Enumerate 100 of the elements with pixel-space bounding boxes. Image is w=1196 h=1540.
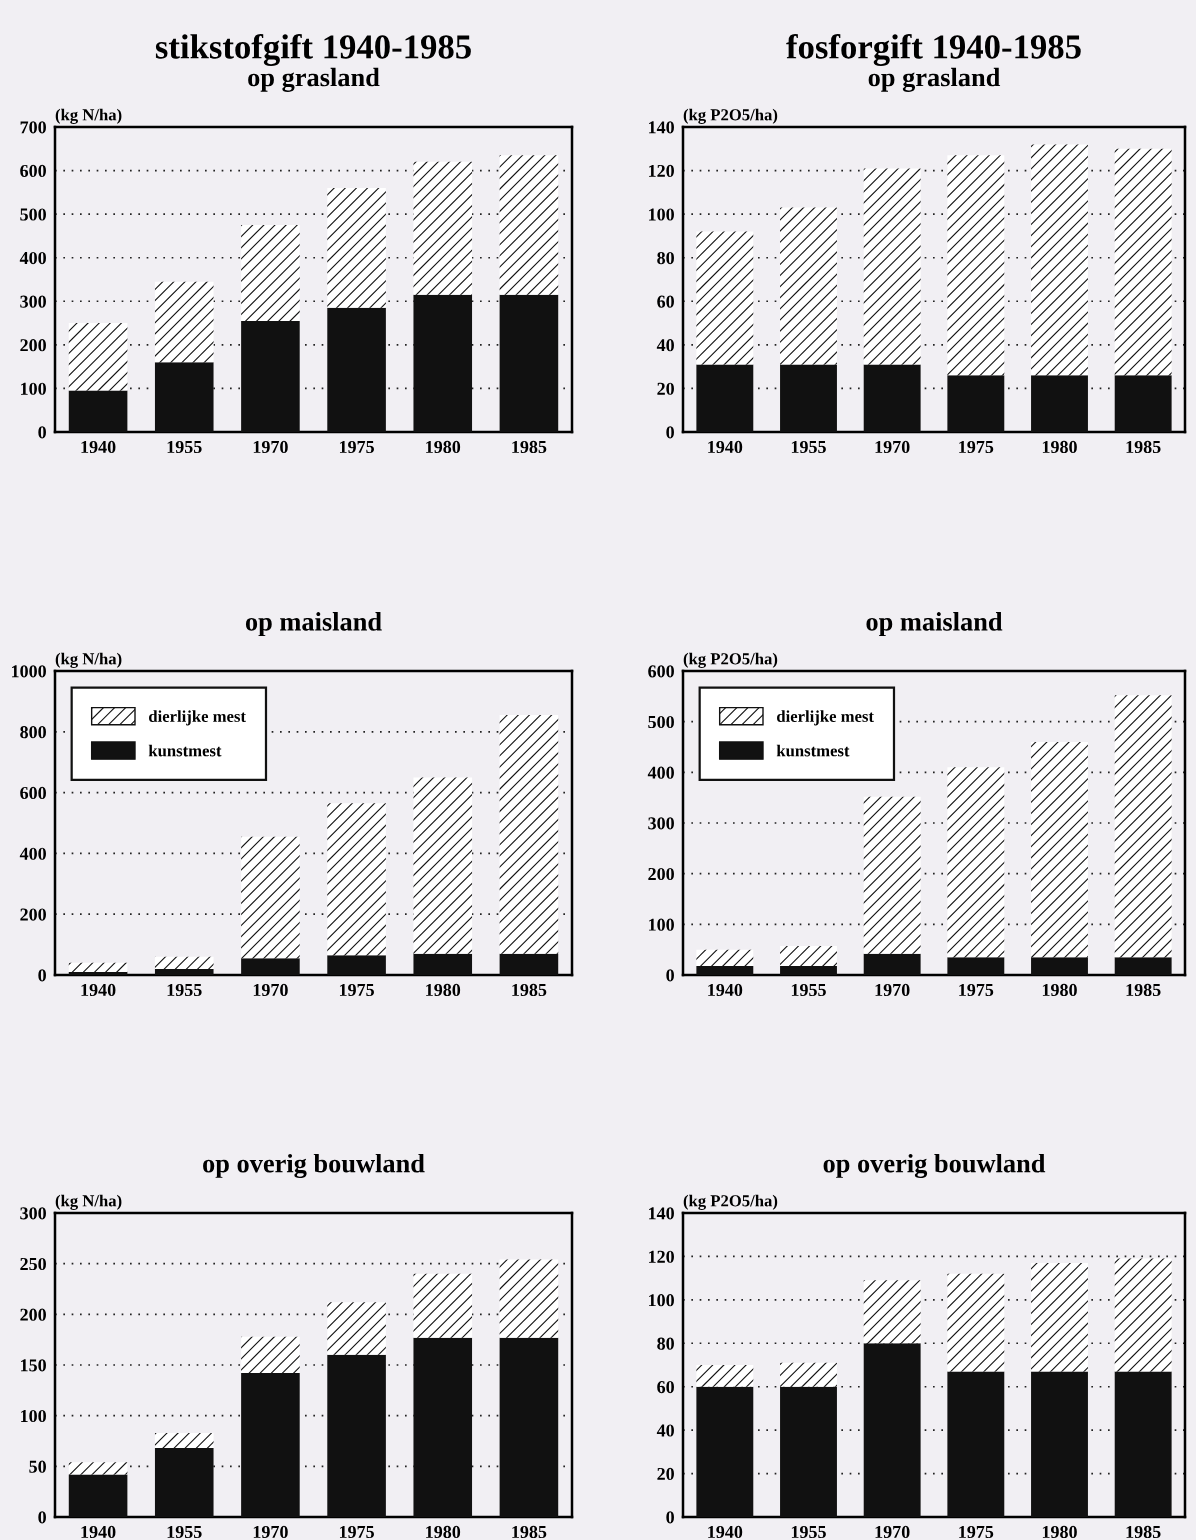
bar <box>327 188 386 308</box>
x-tick-label: 1975 <box>959 983 994 997</box>
bar <box>780 965 837 975</box>
bar <box>863 1343 921 1517</box>
x-tick-label: 1985 <box>1126 1525 1161 1539</box>
x-tick-label: 1980 <box>426 1525 461 1539</box>
x-tick-label: 1970 <box>875 1525 910 1539</box>
x-tick-label: 1955 <box>791 1525 826 1539</box>
y-tick-label: 600 <box>20 164 46 178</box>
y-tick-label: 100 <box>649 208 674 221</box>
y-tick-label: 400 <box>647 766 674 779</box>
bar <box>413 294 473 432</box>
chart-subtitle: op grasland <box>248 67 380 92</box>
bar <box>780 1386 837 1517</box>
x-tick-label: 1955 <box>791 983 826 997</box>
bar <box>413 777 473 954</box>
bar <box>499 155 559 295</box>
y-axis-title: (kg P2O5/ha) <box>683 652 778 668</box>
bar <box>1031 375 1088 432</box>
legend-label: kunstmest <box>148 744 222 757</box>
y-tick-label: 300 <box>648 817 674 830</box>
x-tick-label: 1970 <box>253 1525 288 1539</box>
bar <box>68 971 128 975</box>
chart-title: op maisland <box>245 612 382 637</box>
bar <box>68 962 128 972</box>
x-tick-label: 1940 <box>81 440 116 454</box>
y-tick-label: 100 <box>21 382 46 395</box>
bar <box>154 956 214 969</box>
bar <box>241 958 300 975</box>
bar <box>327 1302 386 1355</box>
x-tick-label: 1955 <box>167 440 202 454</box>
bar <box>780 364 837 432</box>
bar <box>947 767 1005 958</box>
y-tick-label: 0 <box>38 969 46 982</box>
y-tick-label: 250 <box>20 1257 46 1271</box>
bar <box>241 320 300 432</box>
bar <box>154 1432 214 1449</box>
bar <box>241 1373 300 1517</box>
y-tick-label: 20 <box>657 1467 674 1481</box>
chart-subtitle: op grasland <box>868 67 1001 92</box>
y-tick-label: 600 <box>20 786 46 800</box>
x-tick-label: 1940 <box>708 440 743 454</box>
bar <box>696 231 754 365</box>
y-tick-label: 400 <box>19 847 46 860</box>
bar <box>68 323 128 391</box>
bar <box>327 955 386 975</box>
chart-title: stikstofgift 1940-1985 <box>155 33 471 66</box>
y-tick-label: 140 <box>649 121 674 134</box>
bar <box>696 949 754 966</box>
legend-label: dierlijke mest <box>149 710 246 726</box>
chart-title: fosforgift 1940-1985 <box>786 33 1081 66</box>
bar <box>1031 1262 1088 1372</box>
x-tick-label: 1975 <box>339 440 374 454</box>
y-tick-label: 60 <box>657 295 674 308</box>
bar <box>780 207 837 365</box>
y-tick-label: 120 <box>649 164 674 178</box>
bar <box>1031 144 1088 376</box>
bar <box>68 1474 128 1517</box>
bar <box>780 946 837 966</box>
bar <box>1114 148 1172 376</box>
bar <box>241 225 300 321</box>
bar <box>1031 957 1088 975</box>
x-tick-label: 1970 <box>875 983 910 997</box>
y-axis-title: (kg P2O5/ha) <box>683 1194 778 1210</box>
x-tick-label: 1940 <box>81 1525 116 1539</box>
x-tick-label: 1955 <box>167 1525 202 1539</box>
bar <box>154 281 214 363</box>
x-tick-label: 1980 <box>426 440 461 454</box>
x-tick-label: 1975 <box>339 983 374 997</box>
x-tick-label: 1955 <box>167 983 202 997</box>
x-tick-label: 1940 <box>708 983 743 997</box>
x-tick-label: 1980 <box>1042 440 1077 454</box>
bar <box>863 168 921 365</box>
y-tick-label: 1000 <box>12 665 46 678</box>
bar <box>1114 695 1172 958</box>
x-tick-label: 1940 <box>708 1525 743 1539</box>
y-tick-label: 400 <box>19 251 46 265</box>
y-axis-title: (kg N/ha) <box>55 652 122 668</box>
bar <box>413 1337 473 1517</box>
y-tick-label: 200 <box>20 339 46 352</box>
bar <box>863 1280 921 1344</box>
bar <box>413 161 473 295</box>
x-tick-label: 1970 <box>253 983 288 997</box>
y-tick-label: 60 <box>657 1380 674 1394</box>
bar <box>863 953 921 975</box>
bar <box>947 155 1005 376</box>
bar <box>68 1462 128 1475</box>
bar <box>696 1386 754 1517</box>
y-tick-label: 100 <box>21 1409 46 1423</box>
bar <box>413 953 473 975</box>
bar <box>696 364 754 432</box>
y-tick-label: 600 <box>648 665 674 678</box>
x-tick-label: 1980 <box>1042 1525 1077 1539</box>
bar <box>780 1362 837 1387</box>
x-tick-label: 1975 <box>959 1525 994 1539</box>
y-tick-label: 40 <box>656 1424 674 1437</box>
y-axis-title: (kg P2O5/ha) <box>683 108 778 124</box>
y-tick-label: 120 <box>649 1250 674 1263</box>
bar <box>154 968 214 975</box>
bar <box>327 1354 386 1517</box>
